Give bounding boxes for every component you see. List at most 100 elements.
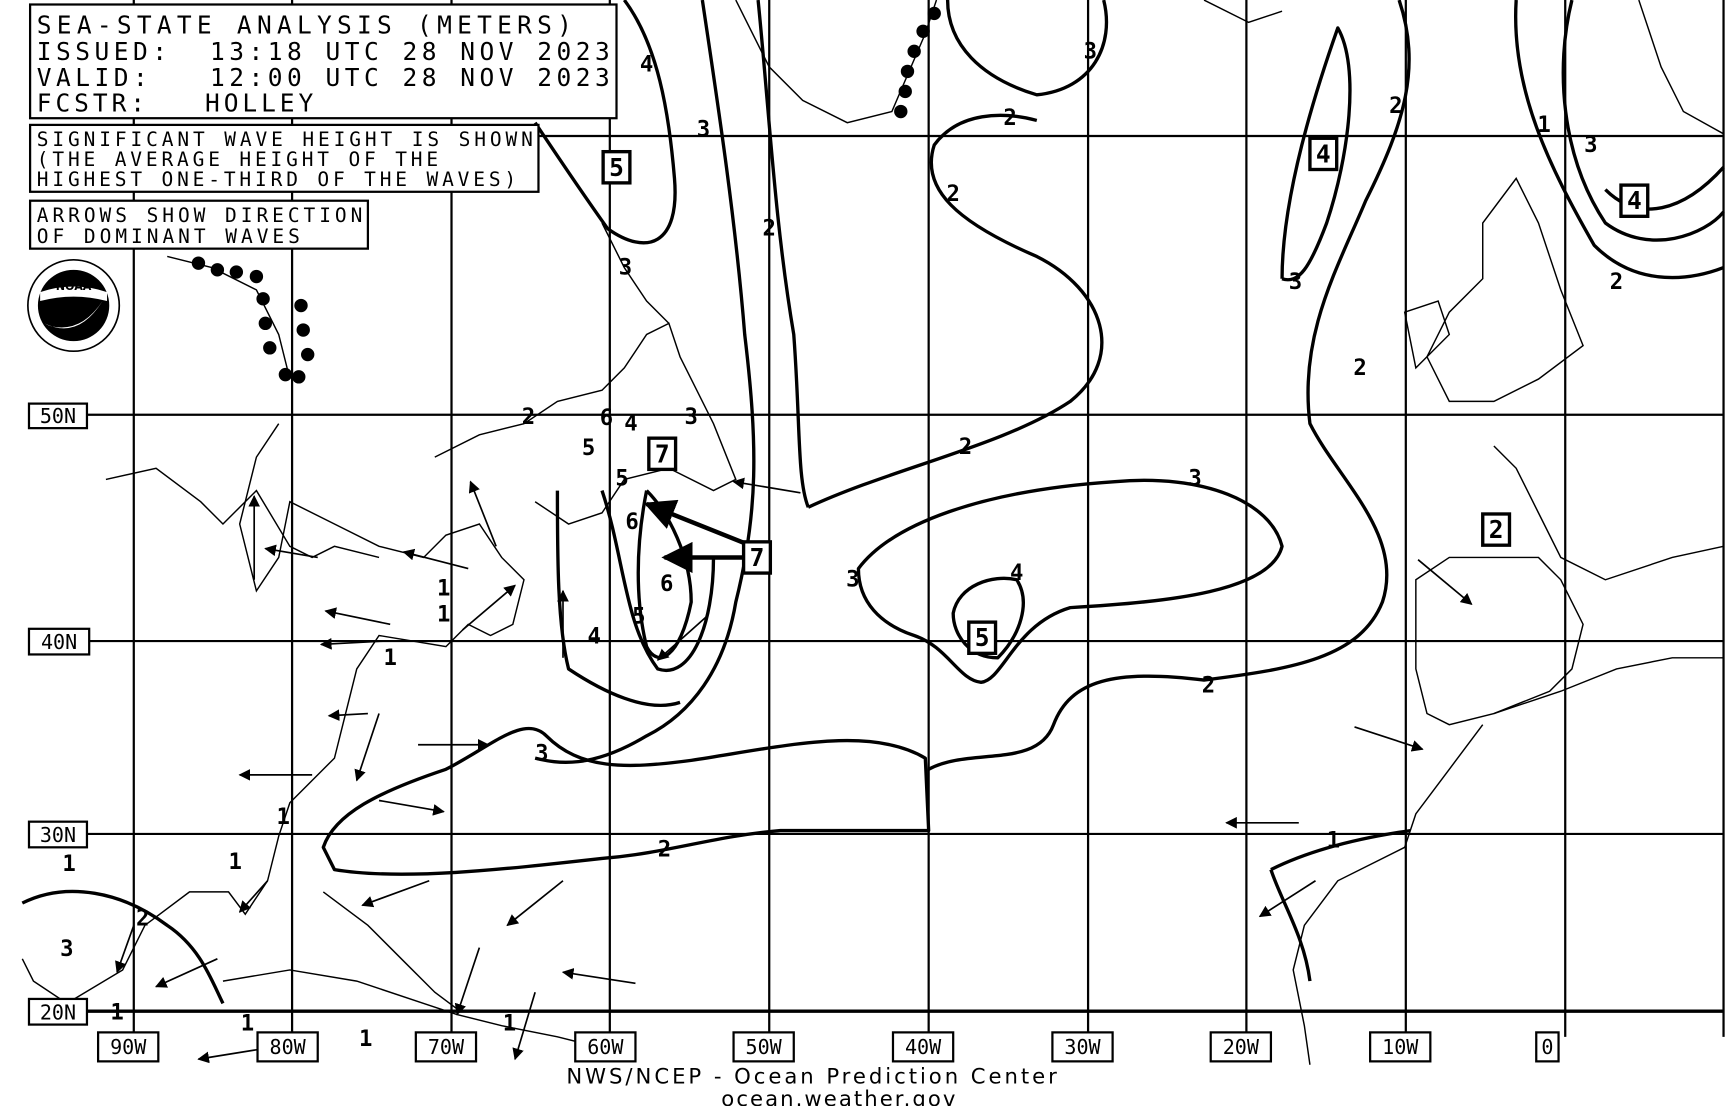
contour-label: 2: [1389, 93, 1402, 119]
forecaster: FCSTR: HOLLEY: [37, 89, 314, 118]
max-box: 5: [601, 149, 632, 185]
contour-4: [555, 490, 681, 708]
contour-label: 4: [624, 411, 637, 437]
contour-label: 3: [619, 255, 632, 281]
lon-label: 80W: [270, 1035, 307, 1059]
contour-label: 5: [615, 465, 628, 491]
contour-label: 3: [1584, 132, 1597, 158]
svg-text:5: 5: [975, 623, 990, 652]
contour-label: 3: [1084, 38, 1097, 64]
svg-text:ARROWS SHOW DIRECTION: ARROWS SHOW DIRECTION: [37, 204, 363, 227]
lon-label: 90W: [110, 1035, 147, 1059]
lat-label: 30N: [40, 823, 76, 847]
lon-label: 70W: [428, 1035, 465, 1059]
header-box: SEA-STATE ANALYSIS (METERS) ISSUED: 13:1…: [28, 3, 618, 120]
contour-4-nw: [533, 0, 677, 245]
lon-label: 40W: [905, 1035, 942, 1059]
svg-text:4: 4: [1627, 186, 1642, 215]
contour-3-north: [945, 0, 1109, 97]
max-box: 2: [1481, 512, 1512, 547]
contour-label: 4: [640, 52, 653, 78]
contour-label: 1: [437, 576, 450, 602]
contour-label: 3: [535, 741, 548, 767]
noaa-logo-icon: NOAA: [27, 258, 121, 353]
longitude-labels: 90W 80W 70W 60W 50W 40W 30W 20W 10W 0: [96, 1031, 1560, 1063]
contour-label: 4: [1010, 560, 1023, 586]
chart-title: SEA-STATE ANALYSIS (METERS): [37, 10, 572, 39]
contour-label: 4: [587, 624, 600, 650]
svg-text:2: 2: [1489, 515, 1504, 544]
contour-label: 1: [359, 1026, 372, 1052]
lat-label: 40N: [41, 630, 77, 654]
contour-label: 2: [136, 906, 149, 932]
contour-label: 1: [1537, 112, 1550, 138]
lon-label: 30W: [1064, 1035, 1101, 1059]
contour-2-50w: [756, 0, 810, 508]
contour-label: 2: [1003, 105, 1016, 131]
max-box: 5: [967, 620, 998, 656]
latitude-labels: 50N 40N 30N 20N: [27, 402, 91, 1026]
contour-label: 2: [658, 837, 671, 863]
contour-label: 3: [1289, 269, 1302, 295]
contour-label: 1: [110, 999, 123, 1025]
contour-3-uk: [1561, 0, 1725, 242]
wave-height-contours: [21, 0, 1725, 1005]
contour-label: 3: [697, 116, 710, 142]
max-wave-boxes: 5 4 4 7 7 5 2: [601, 136, 1650, 656]
svg-text:7: 7: [655, 439, 670, 468]
contour-4-uk: [1604, 166, 1725, 211]
max-box: 7: [741, 540, 773, 575]
contour-label: 2: [1202, 673, 1215, 699]
contour-4-20w: [1280, 26, 1352, 282]
contour-label: 5: [632, 604, 645, 630]
contour-2-east: [927, 0, 1411, 771]
contour-4-40w: [951, 576, 1025, 660]
footer: NWS/NCEP - Ocean Prediction Center ocean…: [566, 1064, 1057, 1106]
contour-label: 1: [1327, 828, 1340, 854]
contour-2-uk: [1513, 0, 1725, 280]
lon-label: 60W: [587, 1035, 624, 1059]
contour-label: 5: [582, 435, 595, 461]
contour-3-40w: [856, 478, 1284, 684]
contour-1-africa: [1269, 828, 1411, 982]
svg-text:5: 5: [609, 153, 624, 182]
contour-label: 1: [229, 849, 242, 875]
contour-1-caribbean: [21, 889, 225, 1005]
contour-label: 2: [763, 216, 776, 242]
contour-label: 1: [241, 1010, 254, 1036]
contour-label: 3: [684, 404, 697, 430]
svg-text:HIGHEST ONE-THIRD OF THE WAVES: HIGHEST ONE-THIRD OF THE WAVES): [37, 168, 516, 191]
contour-label: 1: [383, 645, 396, 671]
ice-edge: [191, 6, 941, 384]
wave-direction-arrows: [115, 477, 1473, 1064]
svg-text:OF DOMINANT WAVES: OF DOMINANT WAVES: [37, 225, 300, 248]
contour-label: 2: [1353, 355, 1366, 381]
lat-label: 20N: [40, 1000, 76, 1024]
lat-label: 50N: [40, 404, 76, 428]
contour-label: 6: [600, 405, 613, 431]
contour-label: 1: [276, 804, 289, 830]
contour-label: 3: [846, 567, 859, 593]
contour-label: 2: [959, 434, 972, 460]
contour-label: 3: [1188, 465, 1201, 491]
footer-agency: NWS/NCEP - Ocean Prediction Center: [566, 1064, 1057, 1089]
lon-label: 0: [1541, 1035, 1553, 1059]
contour-2-central: [807, 113, 1104, 509]
footer-website: ocean.weather.gov: [721, 1086, 955, 1106]
contour-label: 2: [522, 404, 535, 430]
contour-labels: 4 3 3 2 2 1 3 2 2 3 3 2 2 2 3 3 4 6 6 5 …: [60, 38, 1623, 1052]
max-box: 7: [647, 436, 678, 472]
svg-text:NOAA: NOAA: [56, 280, 92, 293]
contour-label: 3: [60, 936, 73, 962]
svg-text:4: 4: [1316, 139, 1331, 168]
contour-label: 6: [625, 509, 638, 535]
contour-label: 2: [946, 181, 959, 207]
lon-label: 20W: [1223, 1035, 1260, 1059]
max-box: 4: [1619, 183, 1650, 218]
contour-2-south: [321, 726, 931, 876]
lon-label: 10W: [1382, 1035, 1419, 1059]
svg-text:7: 7: [750, 543, 765, 572]
lon-label: 50W: [746, 1035, 783, 1059]
contour-label: 1: [62, 851, 75, 877]
